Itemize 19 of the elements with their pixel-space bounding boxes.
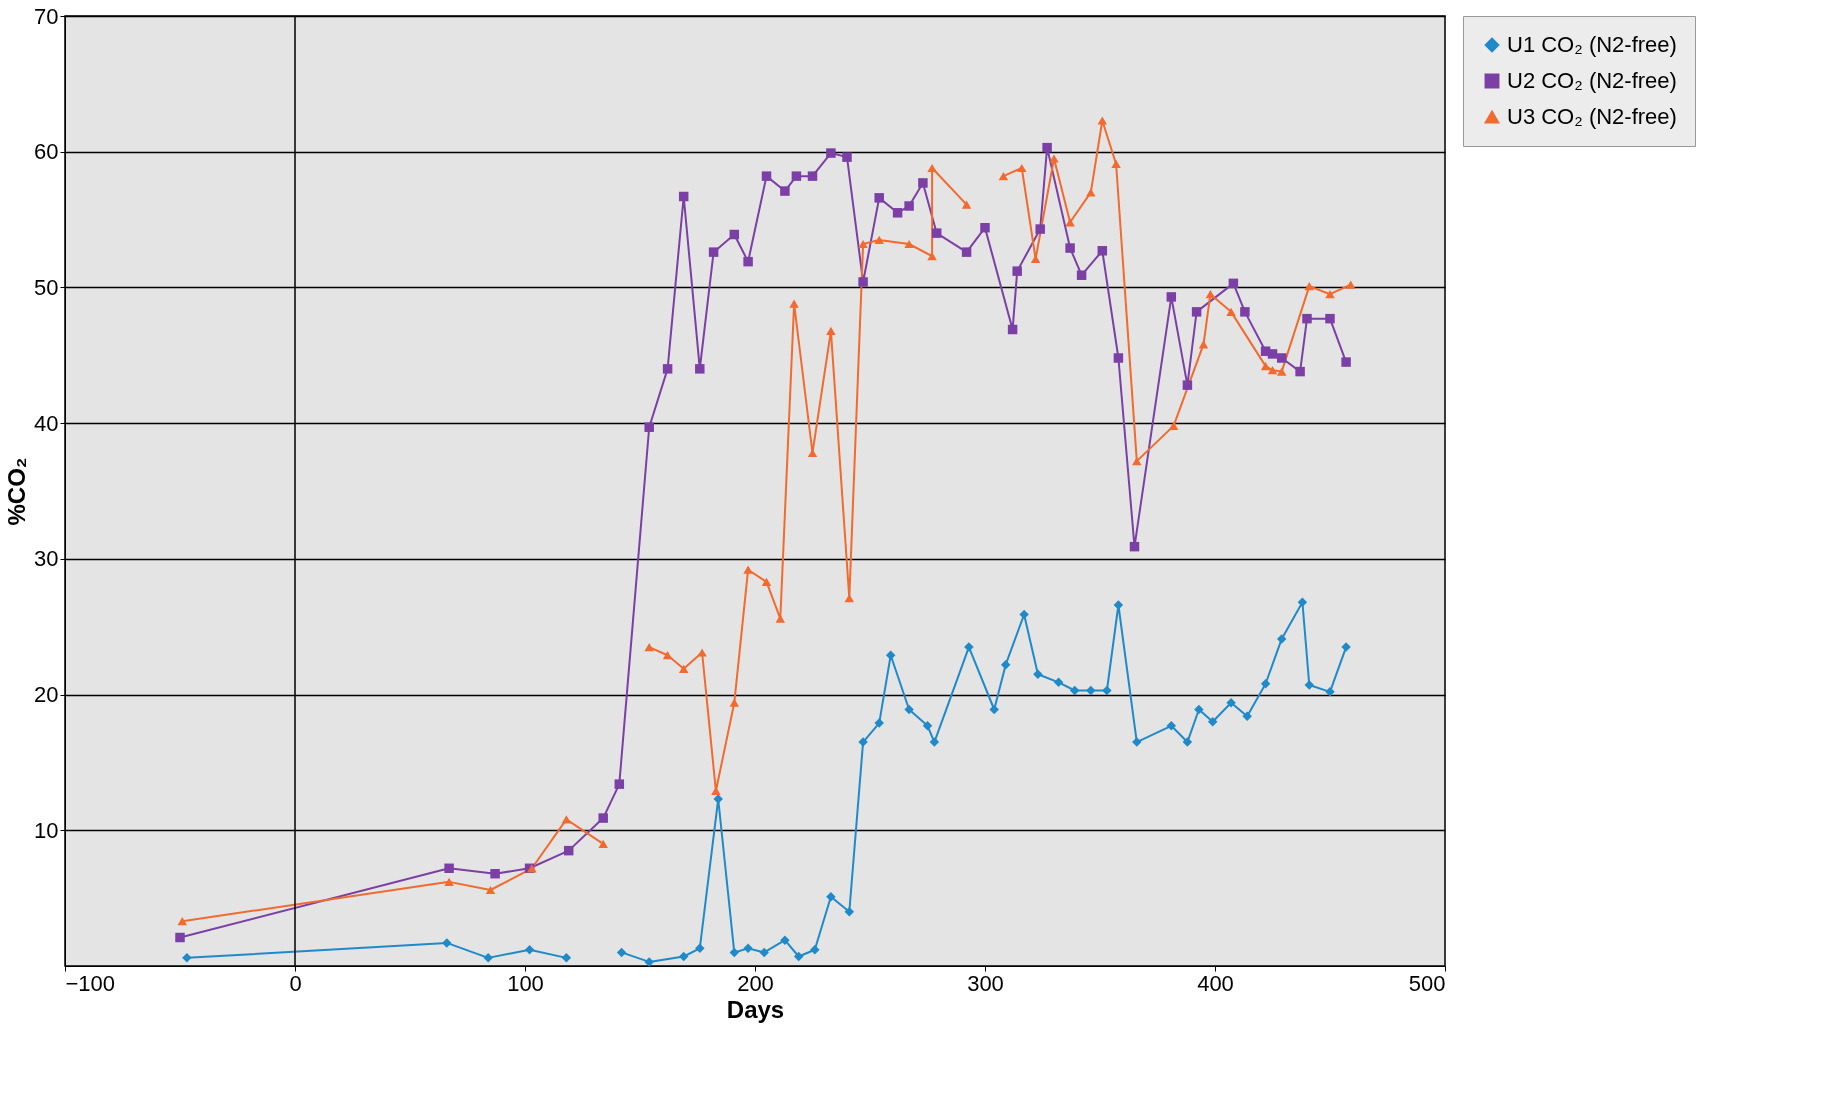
x-tick-label: 100 [507,970,544,996]
x-tick-label: 500 [1408,970,1446,996]
x-tick-label: −100 [65,970,116,996]
x-tick-label: 400 [1197,970,1234,996]
y-tick-label: 50 [34,274,59,300]
legend-label: U1 CO₂ (N2-free) [1507,32,1677,57]
legend-label: U2 CO₂ (N2-free) [1507,68,1677,93]
y-tick-label: 70 [34,3,59,29]
x-tick-label: 0 [289,970,302,996]
x-tick-label: 300 [967,970,1004,996]
y-tick-label: 60 [34,139,59,165]
x-axis-title: Days [726,995,785,1023]
y-axis-title: %CO₂ [3,457,31,526]
y-tick-label: 40 [34,410,59,436]
legend-label: U3 CO₂ (N2-free) [1507,104,1677,129]
x-tick-label: 200 [737,970,774,996]
y-tick-label: 30 [34,546,59,572]
y-tick-label: 10 [34,817,59,843]
y-tick-label: 20 [34,682,59,708]
